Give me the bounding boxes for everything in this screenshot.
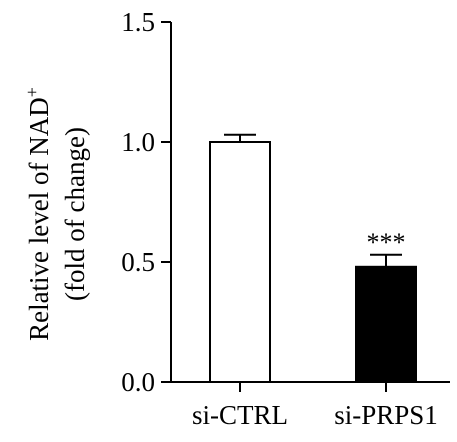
y-tick-label: 1.0 [121, 127, 155, 157]
y-tick-label: 1.5 [121, 7, 155, 37]
y-axis-label: Relative level of NAD+ [22, 87, 54, 341]
y-tick-label: 0.0 [121, 367, 155, 397]
y-axis-label-line2: (fold of change) [60, 127, 90, 301]
bar-si-ctrl [209, 141, 271, 383]
plot-area: 0.0 0.5 1.0 1.5 si-CTRL si-PRPS1 *** [121, 7, 450, 430]
significance-label: *** [367, 228, 406, 257]
x-tick-label: si-CTRL [192, 400, 288, 430]
x-tick-label: si-PRPS1 [334, 400, 438, 430]
y-axis-label-superscript: + [22, 87, 42, 97]
y-tick-label: 0.5 [121, 247, 155, 277]
bar-si-prps1 [355, 265, 417, 383]
